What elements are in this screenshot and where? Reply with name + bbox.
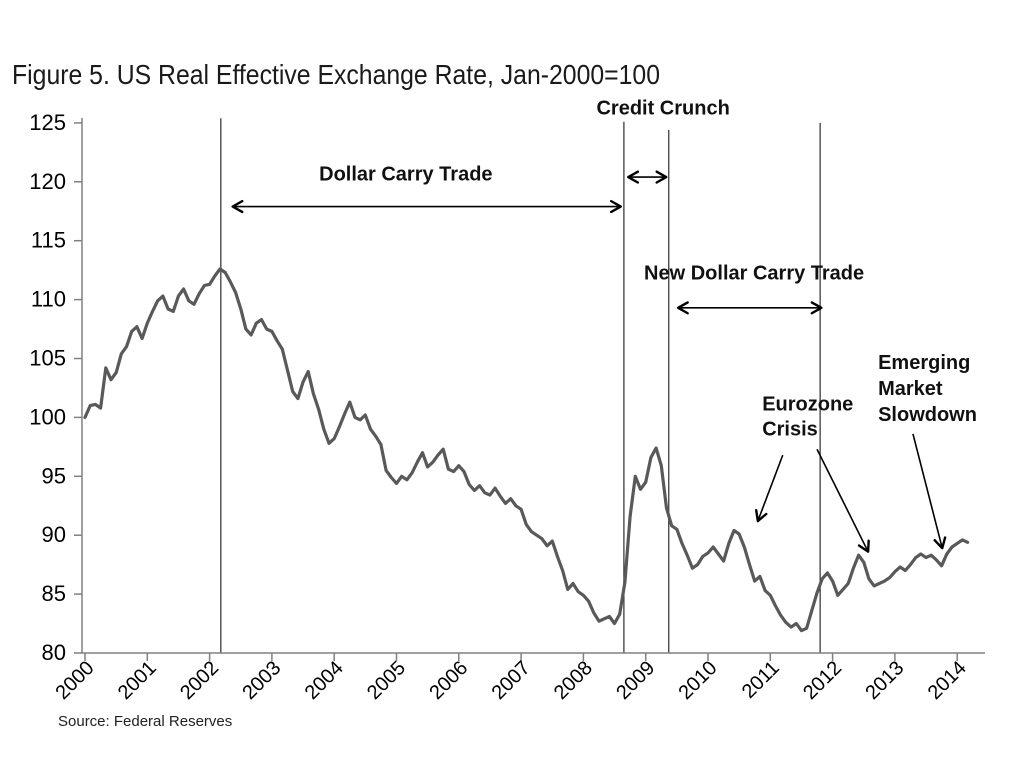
annotation-label-line: Credit Crunch	[596, 98, 729, 120]
x-tick-label: 2014	[924, 657, 971, 704]
x-tick-label: 2001	[114, 657, 161, 704]
annotation-label-line: Slowdown	[878, 404, 977, 426]
y-tick-label: 95	[42, 463, 66, 488]
y-tick-label: 90	[42, 522, 66, 547]
annotation-label-line: Dollar Carry Trade	[319, 164, 492, 186]
y-tick-label: 105	[29, 346, 66, 371]
y-tick-label: 120	[29, 169, 66, 194]
x-tick-label: 2002	[176, 657, 223, 704]
y-tick-label: 85	[42, 581, 66, 606]
y-tick-label: 125	[29, 110, 66, 135]
y-tick-label: 110	[31, 287, 66, 312]
pointer-arrow	[912, 433, 947, 550]
x-tick-label: 2007	[488, 657, 535, 704]
annotation-label-line: Crisis	[762, 418, 818, 440]
figure-title: Figure 5. US Real Effective Exchange Rat…	[12, 59, 660, 90]
reer-line	[83, 267, 970, 633]
y-tick-label: 115	[31, 228, 66, 253]
annotation-label-line: Market	[878, 378, 943, 400]
x-tick-label: 2003	[238, 657, 285, 704]
x-tick-label: 2006	[425, 657, 472, 704]
annotation-label: Eurozone Crisis	[762, 393, 853, 440]
annotation-label: Dollar Carry Trade	[319, 164, 492, 186]
annotation-label: Emerging Market Slowdown	[878, 352, 977, 426]
x-tick-label: 2008	[550, 657, 597, 704]
x-tick-label: 2005	[363, 657, 410, 704]
x-tick-label: 2013	[861, 657, 908, 704]
annotation-label: Credit Crunch	[596, 98, 729, 120]
source-note: Source: Federal Reserves	[58, 713, 232, 730]
x-tick-label: 2009	[612, 657, 659, 704]
y-tick-label: 80	[42, 640, 66, 665]
pointer-arrow	[754, 454, 784, 523]
x-tick-label: 2004	[301, 657, 348, 704]
x-tick-label: 2012	[799, 657, 846, 704]
annotation-label: New Dollar Carry Trade	[644, 263, 864, 285]
annotation-label-line: Emerging	[878, 352, 970, 374]
pointer-arrow	[816, 448, 870, 553]
annotation-label-line: New Dollar Carry Trade	[644, 263, 864, 285]
x-tick-label: 2011	[738, 657, 784, 703]
annotation-label-line: Eurozone	[762, 393, 853, 415]
y-tick-label: 100	[29, 404, 66, 429]
x-tick-label: 2010	[675, 657, 722, 704]
